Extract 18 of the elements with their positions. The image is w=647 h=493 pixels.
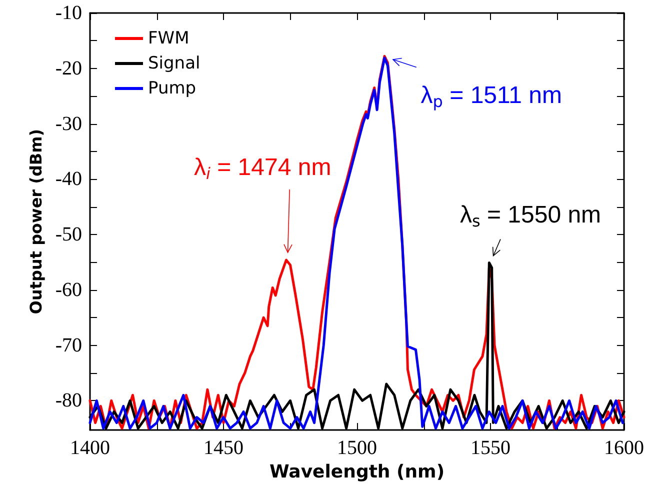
y-tick-label: -20	[55, 57, 82, 80]
x-tick-label: 1550	[470, 437, 510, 459]
x-tick-label: 1600	[604, 437, 644, 459]
y-tick-label: -50	[55, 224, 82, 246]
legend-label: Pump	[148, 78, 196, 98]
y-axis-title: Output power (dBm)	[26, 128, 46, 314]
y-tick-label: -30	[55, 112, 82, 135]
legend-label: Signal	[148, 54, 200, 74]
x-tick-label: 1450	[204, 437, 244, 459]
y-tick-label: -40	[55, 168, 82, 190]
y-tick-label: -70	[55, 334, 82, 356]
y-tick-label: -60	[55, 278, 82, 301]
y-tick-label: -10	[55, 2, 82, 24]
legend-label: FWM	[148, 28, 190, 48]
x-axis-title: Wavelength (nm)	[269, 461, 445, 482]
y-tick-label: -80	[55, 390, 82, 412]
x-tick-label: 1400	[70, 437, 110, 459]
x-tick-label: 1500	[337, 437, 377, 459]
